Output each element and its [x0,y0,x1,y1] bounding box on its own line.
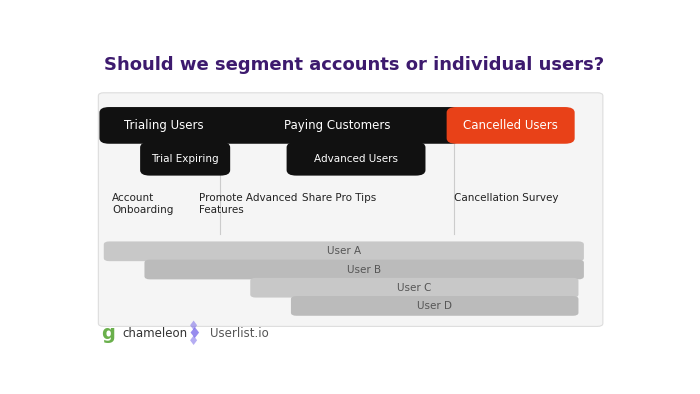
Text: User A: User A [327,246,361,256]
Text: g: g [101,325,115,344]
Text: Trial Expiring: Trial Expiring [151,154,219,164]
Text: chameleon: chameleon [122,327,188,340]
Text: User D: User D [417,301,452,311]
Text: Share Pro Tips: Share Pro Tips [302,193,376,203]
Text: Advanced Users: Advanced Users [314,154,398,164]
Text: Should we segment accounts or individual users?: Should we segment accounts or individual… [104,56,604,74]
FancyBboxPatch shape [140,142,230,176]
FancyBboxPatch shape [251,278,578,297]
Text: Paying Customers: Paying Customers [284,119,391,132]
Text: Cancelled Users: Cancelled Users [463,119,558,132]
Text: User B: User B [347,264,382,275]
Text: ♦: ♦ [188,327,202,342]
Text: Userlist.io: Userlist.io [209,327,268,340]
FancyBboxPatch shape [214,107,461,144]
Text: ♦: ♦ [188,320,199,333]
FancyBboxPatch shape [447,107,575,144]
Text: Promote Advanced
Features: Promote Advanced Features [199,193,297,214]
FancyBboxPatch shape [291,296,578,316]
FancyBboxPatch shape [144,260,584,279]
Text: ♦: ♦ [188,335,199,348]
Text: User C: User C [397,283,431,293]
Text: Cancellation Survey: Cancellation Survey [454,193,558,203]
FancyBboxPatch shape [104,242,584,261]
Text: Account
Onboarding: Account Onboarding [112,193,174,214]
Text: Trialing Users: Trialing Users [124,119,203,132]
FancyBboxPatch shape [286,142,426,176]
FancyBboxPatch shape [99,107,228,144]
FancyBboxPatch shape [98,93,603,326]
